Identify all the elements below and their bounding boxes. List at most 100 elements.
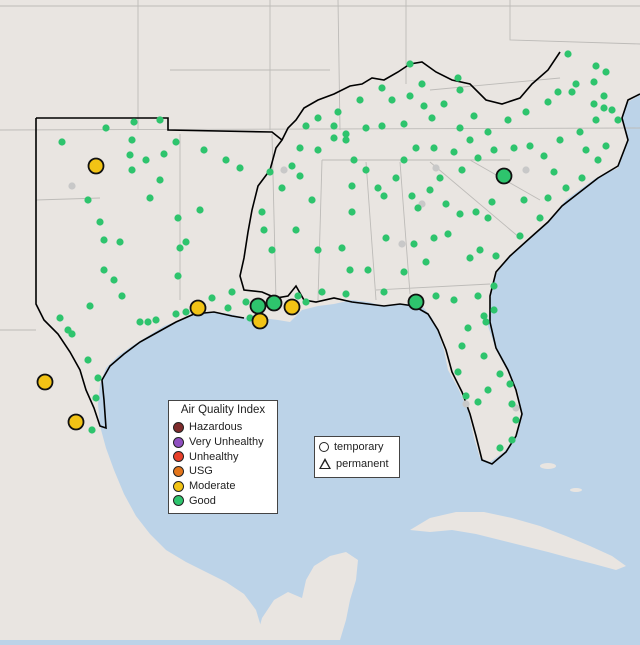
- station-marker-good[interactable]: [590, 78, 598, 86]
- station-marker-good[interactable]: [348, 182, 356, 190]
- station-marker-good[interactable]: [378, 84, 386, 92]
- station-marker-no-data[interactable]: [280, 166, 288, 174]
- station-marker-good[interactable]: [56, 314, 64, 322]
- station-marker-good[interactable]: [414, 204, 422, 212]
- station-marker-good[interactable]: [58, 138, 66, 146]
- station-marker-good[interactable]: [456, 124, 464, 132]
- station-marker-good[interactable]: [126, 151, 134, 159]
- station-marker-good[interactable]: [490, 282, 498, 290]
- station-marker-moderate-large[interactable]: [87, 157, 105, 175]
- station-marker-good[interactable]: [100, 236, 108, 244]
- station-marker-good[interactable]: [356, 96, 364, 104]
- station-marker-good[interactable]: [554, 88, 562, 96]
- station-marker-good[interactable]: [520, 196, 528, 204]
- station-marker-good-large[interactable]: [249, 297, 267, 315]
- station-marker-good[interactable]: [578, 174, 586, 182]
- station-marker-good[interactable]: [130, 118, 138, 126]
- station-marker-good[interactable]: [450, 296, 458, 304]
- station-marker-good[interactable]: [490, 146, 498, 154]
- station-marker-moderate-large[interactable]: [251, 312, 269, 330]
- station-marker-good[interactable]: [100, 266, 108, 274]
- station-marker-no-data[interactable]: [398, 240, 406, 248]
- station-marker-good[interactable]: [592, 116, 600, 124]
- station-marker-good[interactable]: [292, 226, 300, 234]
- station-marker-good[interactable]: [422, 258, 430, 266]
- station-marker-good[interactable]: [266, 168, 274, 176]
- station-marker-no-data[interactable]: [68, 182, 76, 190]
- station-marker-good[interactable]: [84, 356, 92, 364]
- station-marker-good[interactable]: [338, 244, 346, 252]
- station-marker-good[interactable]: [450, 148, 458, 156]
- station-marker-good[interactable]: [506, 380, 514, 388]
- station-marker-no-data[interactable]: [522, 166, 530, 174]
- station-marker-good[interactable]: [382, 234, 390, 242]
- station-marker-good[interactable]: [128, 166, 136, 174]
- station-marker-good[interactable]: [508, 400, 516, 408]
- station-marker-good[interactable]: [462, 392, 470, 400]
- station-marker-moderate-large[interactable]: [67, 413, 85, 431]
- station-marker-good[interactable]: [314, 246, 322, 254]
- station-marker-good[interactable]: [268, 246, 276, 254]
- station-marker-good-large[interactable]: [495, 167, 513, 185]
- station-marker-good[interactable]: [562, 184, 570, 192]
- station-marker-good[interactable]: [496, 370, 504, 378]
- station-marker-good[interactable]: [572, 80, 580, 88]
- station-marker-moderate-large[interactable]: [36, 373, 54, 391]
- station-marker-good[interactable]: [576, 128, 584, 136]
- station-marker-good[interactable]: [508, 436, 516, 444]
- station-marker-good[interactable]: [174, 214, 182, 222]
- station-marker-good[interactable]: [330, 122, 338, 130]
- station-marker-good[interactable]: [556, 136, 564, 144]
- station-marker-good[interactable]: [136, 318, 144, 326]
- station-marker-good[interactable]: [156, 176, 164, 184]
- station-marker-good[interactable]: [208, 294, 216, 302]
- station-marker-good[interactable]: [314, 146, 322, 154]
- station-marker-good[interactable]: [410, 240, 418, 248]
- station-marker-good[interactable]: [88, 426, 96, 434]
- station-marker-good[interactable]: [454, 74, 462, 82]
- station-marker-good[interactable]: [456, 210, 464, 218]
- station-marker-good[interactable]: [288, 162, 296, 170]
- station-marker-good[interactable]: [182, 238, 190, 246]
- station-marker-good[interactable]: [536, 214, 544, 222]
- station-marker-good[interactable]: [380, 192, 388, 200]
- station-marker-good[interactable]: [406, 60, 414, 68]
- station-marker-good[interactable]: [182, 308, 190, 316]
- station-marker-good[interactable]: [600, 104, 608, 112]
- station-marker-good[interactable]: [318, 288, 326, 296]
- station-marker-good[interactable]: [330, 134, 338, 142]
- station-marker-good[interactable]: [544, 194, 552, 202]
- station-marker-good[interactable]: [582, 146, 590, 154]
- station-marker-good[interactable]: [144, 318, 152, 326]
- station-marker-good[interactable]: [442, 200, 450, 208]
- station-marker-good[interactable]: [526, 142, 534, 150]
- station-marker-good[interactable]: [466, 136, 474, 144]
- station-marker-good[interactable]: [418, 80, 426, 88]
- station-marker-good[interactable]: [482, 318, 490, 326]
- station-marker-good[interactable]: [456, 86, 464, 94]
- station-marker-good[interactable]: [160, 150, 168, 158]
- station-marker-good[interactable]: [84, 196, 92, 204]
- station-marker-good[interactable]: [374, 184, 382, 192]
- station-marker-good[interactable]: [516, 232, 524, 240]
- station-marker-good[interactable]: [484, 386, 492, 394]
- station-marker-good[interactable]: [258, 208, 266, 216]
- station-marker-good[interactable]: [242, 298, 250, 306]
- station-marker-good[interactable]: [342, 130, 350, 138]
- station-marker-good[interactable]: [296, 172, 304, 180]
- station-marker-good[interactable]: [590, 100, 598, 108]
- station-marker-good[interactable]: [440, 100, 448, 108]
- station-marker-good[interactable]: [388, 96, 396, 104]
- station-marker-good[interactable]: [412, 144, 420, 152]
- station-marker-good[interactable]: [68, 330, 76, 338]
- station-marker-good[interactable]: [302, 122, 310, 130]
- station-marker-good[interactable]: [522, 108, 530, 116]
- station-marker-good[interactable]: [592, 62, 600, 70]
- station-marker-good[interactable]: [406, 92, 414, 100]
- station-marker-good[interactable]: [260, 226, 268, 234]
- station-marker-good[interactable]: [102, 124, 110, 132]
- station-marker-good[interactable]: [474, 292, 482, 300]
- station-marker-good[interactable]: [464, 324, 472, 332]
- station-marker-good[interactable]: [362, 124, 370, 132]
